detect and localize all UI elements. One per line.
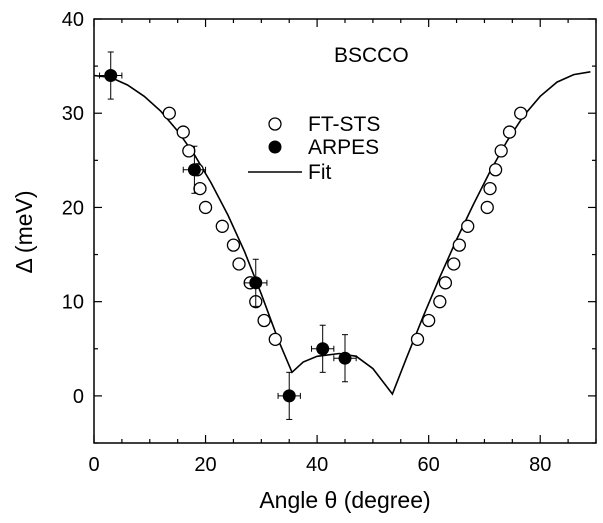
arpes-point xyxy=(316,342,330,356)
x-tick-label: 20 xyxy=(194,454,216,476)
y-tick-label: 30 xyxy=(62,103,84,125)
ft-sts-layer xyxy=(162,106,528,347)
arpes-layer xyxy=(99,51,357,420)
ft-sts-point xyxy=(268,332,282,347)
ft-sts-point xyxy=(514,106,528,120)
ft-sts-point xyxy=(438,276,453,290)
x-tick-label: 80 xyxy=(529,454,551,476)
y-tick-label: 10 xyxy=(62,292,84,314)
y-tick-label: 40 xyxy=(62,9,84,31)
ft-sts-point xyxy=(193,181,207,196)
ft-sts-point xyxy=(483,181,497,196)
ft-sts-point xyxy=(182,144,196,158)
ft-sts-point xyxy=(198,200,213,215)
arpes-point xyxy=(187,163,201,177)
ft-sts-point xyxy=(232,257,246,271)
x-axis-label: Angle θ (degree) xyxy=(259,487,430,513)
ft-sts-point xyxy=(422,313,436,328)
ft-sts-point xyxy=(488,163,503,177)
ft-sts-point xyxy=(452,238,466,252)
arpes-point xyxy=(104,69,118,83)
ft-sts-point xyxy=(162,106,176,120)
x-tick-label: 60 xyxy=(418,454,440,476)
y-tick-label: 0 xyxy=(73,386,84,408)
ticks: 0 20 40 60 80 0 10 20 30 40 xyxy=(62,9,597,476)
arpes-point xyxy=(249,276,263,290)
ft-sts-point xyxy=(433,295,447,309)
ft-sts-point xyxy=(176,125,190,139)
ft-sts-point xyxy=(257,313,271,328)
annotation-bscco: BSCCO xyxy=(334,44,409,67)
x-tick-label: 40 xyxy=(306,454,328,476)
ft-sts-point xyxy=(480,200,494,215)
legend-marker-arpes xyxy=(268,140,282,154)
ft-sts-point xyxy=(494,144,508,158)
legend-marker-ft-sts xyxy=(268,117,282,131)
y-axis-label: Δ (meV) xyxy=(11,190,37,273)
ft-sts-point xyxy=(461,219,475,233)
x-tick-label: 0 xyxy=(88,454,99,476)
ft-sts-point xyxy=(215,219,229,233)
arpes-point xyxy=(282,389,296,403)
ft-sts-point xyxy=(447,257,461,271)
legend: FT-STS ARPES Fit xyxy=(248,113,380,184)
legend-label-fit: Fit xyxy=(308,161,331,184)
y-tick-label: 20 xyxy=(62,197,84,219)
ft-sts-point xyxy=(502,125,517,139)
arpes-point xyxy=(338,351,352,365)
legend-label-ft-sts: FT-STS xyxy=(308,113,380,136)
ft-sts-point xyxy=(226,238,241,252)
legend-label-arpes: ARPES xyxy=(308,136,379,159)
ft-sts-point xyxy=(410,332,425,347)
